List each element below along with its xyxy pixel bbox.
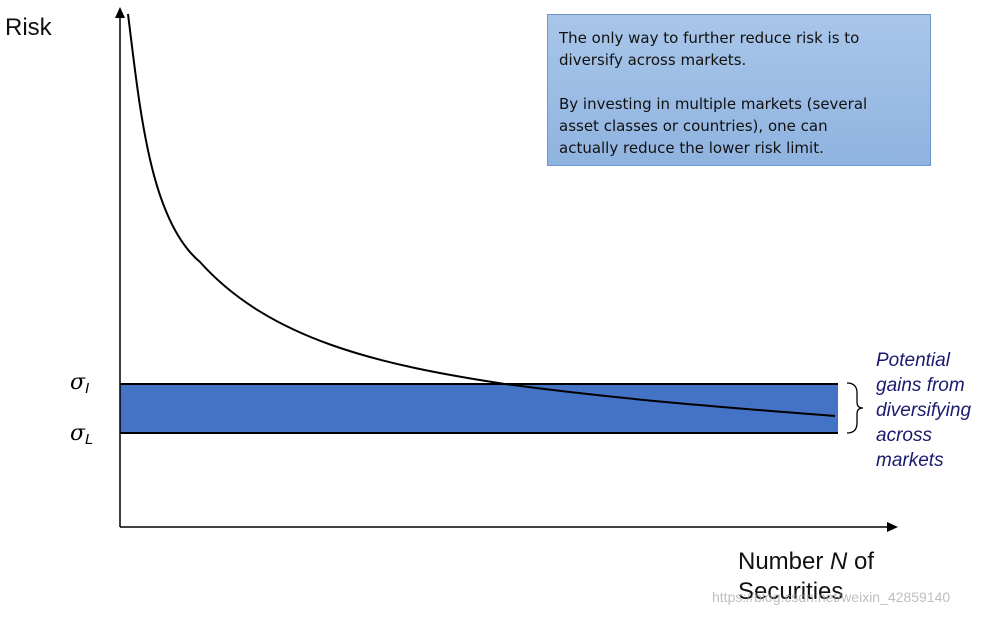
- x-axis-arrow: [887, 522, 898, 532]
- note-box: The only way to further reduce risk is t…: [547, 14, 931, 166]
- diversification-band: [120, 384, 838, 433]
- risk-curve: [127, 13, 836, 417]
- brace-icon: [846, 382, 864, 434]
- note-paragraph-1: The only way to further reduce risk is t…: [559, 29, 860, 69]
- sigma-i-label: σI: [70, 370, 90, 397]
- watermark: https://blog.csdn.net/weixin_42859140: [712, 589, 951, 605]
- sigma-l-label: σL: [70, 421, 94, 448]
- x-axis-title: Number N of Securities: [738, 548, 875, 605]
- note-paragraph-2: By investing in multiple markets (severa…: [559, 95, 868, 157]
- y-axis-arrow: [115, 7, 125, 18]
- potential-gains-label: Potential gains from diversifying across…: [876, 350, 972, 471]
- y-axis-title: Risk: [5, 14, 52, 41]
